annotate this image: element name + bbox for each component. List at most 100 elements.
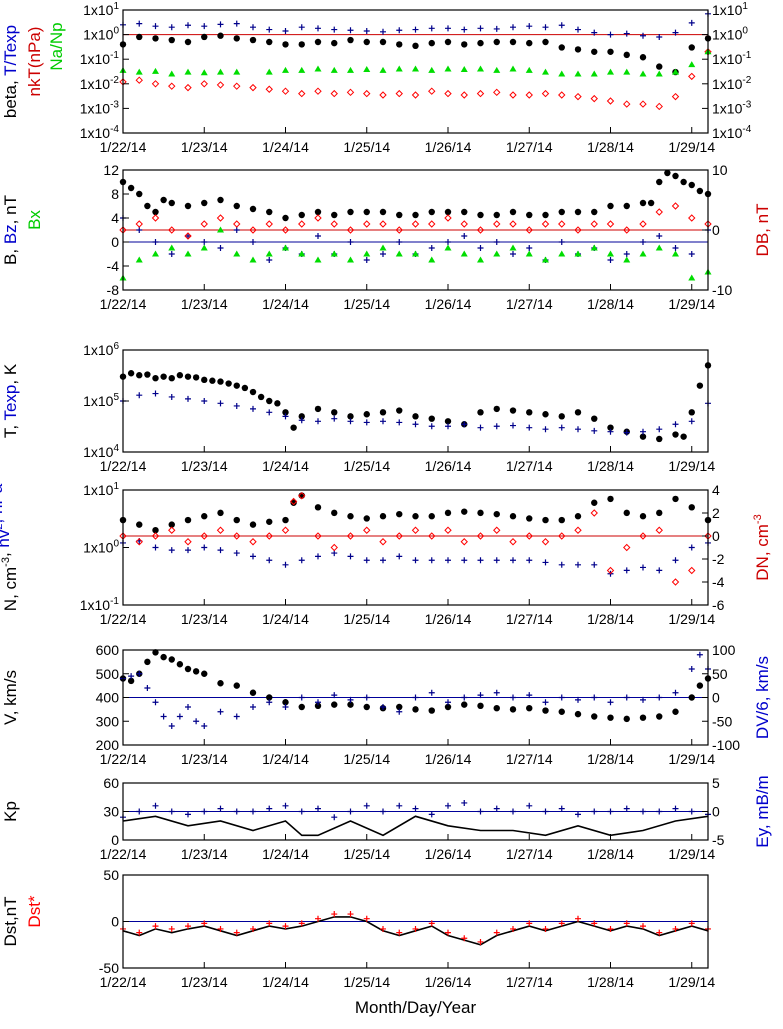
- data-point: [168, 547, 175, 554]
- series-dv-6: [120, 651, 711, 729]
- y-tick-label-left: 4: [111, 210, 119, 226]
- data-point: [590, 220, 598, 228]
- data-point: [151, 80, 160, 88]
- data-point: [217, 378, 224, 385]
- data-point: [640, 564, 646, 571]
- data-point: [477, 39, 484, 47]
- data-point: [623, 509, 630, 517]
- data-point: [525, 226, 533, 234]
- data-point: [558, 694, 565, 701]
- data-point: [168, 723, 175, 729]
- data-point: [298, 417, 305, 424]
- data-point: [444, 38, 452, 46]
- data-point: [477, 424, 484, 431]
- data-point: [347, 513, 354, 520]
- data-point: [525, 532, 533, 540]
- data-point: [591, 713, 598, 720]
- data-point: [363, 89, 371, 98]
- data-point: [623, 100, 631, 108]
- data-point: [575, 811, 581, 818]
- data-point: [688, 409, 695, 416]
- data-point: [233, 20, 240, 27]
- data-point: [347, 808, 354, 815]
- y-tick-label-left: -50: [99, 960, 119, 976]
- data-point: [217, 805, 224, 812]
- y-tick-label-right: 1x10-2: [712, 75, 752, 92]
- panel-kp-ey: 0 30 60 -5 0 5 1/22/14 1/23/14 1/24/14 1/25/14 1/2…: [1, 775, 772, 862]
- data-point: [331, 911, 338, 918]
- data-point: [265, 250, 273, 257]
- series-t: [119, 362, 712, 443]
- series-t-texp: [120, 10, 711, 40]
- data-point: [541, 220, 550, 228]
- data-point: [314, 702, 322, 710]
- data-point: [688, 214, 696, 222]
- data-point: [411, 220, 420, 228]
- data-point: [640, 428, 646, 435]
- data-point: [160, 653, 167, 661]
- data-point: [168, 70, 176, 77]
- data-point: [607, 925, 614, 932]
- y-tick-label-right: -50: [712, 713, 732, 729]
- panel-plasma-beta: 1x10-4 1x10-3 1x10-2 1x10-1 1x100 1x101 1x10-4…: [1, 1, 752, 155]
- data-point: [688, 920, 695, 927]
- data-point: [623, 429, 630, 436]
- data-point: [136, 372, 143, 379]
- data-point: [477, 702, 484, 710]
- data-point: [282, 244, 289, 251]
- data-point: [542, 808, 549, 815]
- data-point: [282, 561, 289, 568]
- y-axis-label-left-text: beta, T/Texp: [1, 25, 20, 118]
- data-point: [217, 21, 224, 28]
- data-point: [444, 65, 452, 72]
- data-point: [225, 380, 232, 387]
- data-point: [558, 220, 566, 228]
- panel-frame: [122, 349, 709, 453]
- data-point: [656, 567, 663, 574]
- x-tick-label: 1/26/14: [425, 139, 472, 155]
- y-tick-label-left: 200: [96, 737, 120, 753]
- data-point: [128, 673, 135, 680]
- data-point: [607, 424, 614, 431]
- x-tick-label: 1/27/14: [506, 296, 553, 312]
- data-point: [151, 532, 160, 540]
- data-point: [542, 38, 549, 46]
- panel-magnetic-field: -8 -4 0 4 8 12 -10 0 10 1/22/14 1/23/14 1/24/14 1/25…: [1, 162, 772, 312]
- data-point: [493, 510, 500, 518]
- data-point: [509, 220, 517, 228]
- data-point: [233, 220, 241, 228]
- data-point: [217, 68, 224, 75]
- data-point: [282, 516, 289, 524]
- data-point: [152, 699, 159, 706]
- data-point: [606, 220, 615, 228]
- data-point: [477, 509, 484, 517]
- data-point: [136, 808, 143, 815]
- data-point: [233, 202, 240, 210]
- x-tick-label: 1/26/14: [425, 458, 472, 474]
- data-point: [152, 35, 159, 42]
- data-point: [428, 811, 435, 818]
- x-tick-label: 1/23/14: [181, 974, 228, 990]
- data-point: [672, 250, 679, 257]
- data-point: [200, 69, 208, 76]
- data-point: [575, 915, 581, 922]
- y-tick-label-left: 1x104: [83, 443, 119, 460]
- data-point: [445, 802, 451, 809]
- data-point: [217, 32, 224, 39]
- data-point: [542, 516, 549, 524]
- data-point: [347, 208, 354, 216]
- data-point: [298, 41, 305, 48]
- data-point: [493, 929, 500, 936]
- data-point: [217, 925, 224, 932]
- data-point: [493, 805, 500, 812]
- data-point: [640, 808, 646, 815]
- data-point: [542, 699, 549, 706]
- data-point: [184, 538, 192, 546]
- y-axis-label-left: Dst,nT: [1, 896, 20, 946]
- data-point: [444, 418, 452, 425]
- data-point: [396, 41, 403, 48]
- data-point: [428, 532, 436, 540]
- series-db: [119, 202, 712, 240]
- data-point: [574, 250, 582, 257]
- series-dst-: [120, 911, 711, 945]
